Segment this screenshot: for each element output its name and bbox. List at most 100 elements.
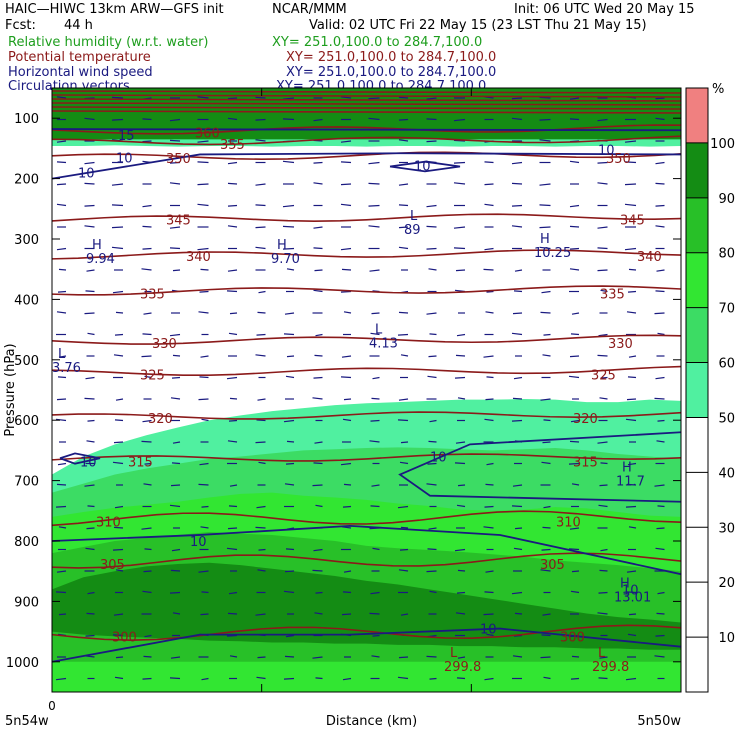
wind-vector (198, 570, 209, 573)
wind-vector (315, 591, 323, 594)
wind-vector (58, 355, 67, 358)
wind-vector (284, 570, 295, 573)
wind-vector (255, 226, 266, 229)
wind-vector (599, 569, 608, 572)
wind-vector (484, 203, 494, 207)
wind-vector (625, 591, 637, 594)
wind-vector (370, 332, 380, 336)
wind-vector (511, 332, 523, 336)
y-tick-label: 800 (14, 535, 39, 550)
extremum-l-marker: L (598, 646, 606, 661)
wind-vector (201, 677, 209, 681)
wind-vector (657, 505, 665, 508)
colorbar-bin-90 (686, 142, 708, 198)
wind-vector (142, 204, 152, 208)
y-tick-label: 200 (14, 173, 39, 188)
plot-frame (51, 87, 682, 693)
wind-vector (283, 677, 295, 680)
wind-vector (571, 312, 580, 315)
theta-label-355: 355 (220, 138, 245, 153)
wind-vector (342, 591, 352, 594)
wind-vector (144, 375, 152, 379)
wind-vector (397, 676, 409, 680)
wind-vector (199, 376, 209, 379)
colorbar-tick-label: 100 (710, 137, 735, 152)
wind-vector (512, 312, 523, 315)
wind-vector (429, 677, 437, 680)
wind-speed-label: 10 (80, 455, 97, 470)
wind-vector (597, 118, 608, 122)
wind-vector (200, 355, 209, 358)
theta-label-320: 320 (148, 412, 173, 427)
wind-vector (229, 655, 238, 658)
wind-vector (114, 333, 124, 336)
theta-label-350: 350 (606, 152, 631, 167)
wind-vector (656, 440, 665, 443)
theta-contour-310 (52, 510, 681, 527)
wind-vector (227, 225, 238, 228)
wind-vector (55, 418, 67, 422)
wind-vector (84, 225, 95, 228)
wind-speed-label: 10 (414, 159, 431, 174)
wind-vector (115, 569, 124, 572)
wind-vector (142, 247, 152, 250)
wind-vector (197, 161, 209, 164)
wind-vector (342, 418, 352, 422)
wind-vector (172, 354, 181, 357)
wind-vector (142, 590, 152, 594)
wind-speed-label: 10 (480, 623, 497, 638)
wind-vector (372, 547, 380, 551)
wind-speed-contours (52, 128, 681, 663)
wind-vector (312, 569, 323, 572)
wind-vector (627, 376, 637, 379)
wind-vector (144, 548, 152, 551)
wind-vector (624, 161, 637, 164)
wind-vector (426, 97, 437, 100)
field-xy-wind: XY= 251.0,100.0 to 284.7,100.0 (286, 65, 497, 80)
wind-vector (228, 505, 238, 508)
field-label-wind: Horizontal wind speed (8, 65, 153, 80)
wind-vector (256, 505, 266, 509)
theta-contour-330 (52, 334, 681, 345)
wind-vector (56, 247, 67, 251)
wind-vector (540, 656, 551, 659)
wind-vector (428, 355, 437, 358)
theta-contour-upper (52, 98, 681, 102)
wind-vector (56, 96, 67, 99)
wind-vector (313, 289, 323, 293)
wind-vector (511, 204, 523, 207)
wind-vector (258, 290, 266, 294)
wind-vector (569, 118, 580, 121)
x-axis-label: Distance (km) (326, 714, 417, 729)
wind-vector (144, 634, 152, 638)
x-start-label: 0 (48, 699, 56, 713)
extremum-value: 299.8 (592, 660, 629, 675)
wind-vector (398, 569, 409, 572)
wind-vector (483, 355, 494, 358)
wind-vector (58, 613, 67, 616)
valid-time: Valid: 02 UTC Fri 22 May 15 (23 LST Thu … (309, 18, 647, 33)
wind-vector (314, 441, 323, 444)
wind-speed-label: 15 (118, 129, 135, 144)
wind-vector (112, 461, 124, 465)
wind-vector (285, 462, 295, 465)
wind-vector (624, 183, 637, 186)
extremum-value: 10.25 (534, 246, 571, 261)
wind-vector (227, 117, 238, 121)
wind-vector (484, 591, 494, 594)
wind-vector (255, 96, 266, 99)
wind-vector (342, 505, 352, 508)
wind-vector (114, 676, 124, 680)
wind-vector (397, 333, 409, 336)
wind-vector (513, 547, 523, 551)
extremum-value: 9.94 (86, 252, 115, 267)
wind-vector (542, 441, 551, 444)
init-time: Init: 06 UTC Wed 20 May 15 (514, 2, 695, 17)
wind-vector (227, 161, 238, 165)
wind-vector (568, 462, 580, 465)
wind-vector (513, 290, 523, 293)
wind-vector (655, 290, 665, 293)
wind-vector (86, 440, 95, 443)
wind-vector (141, 440, 152, 443)
wind-vector (169, 182, 181, 185)
